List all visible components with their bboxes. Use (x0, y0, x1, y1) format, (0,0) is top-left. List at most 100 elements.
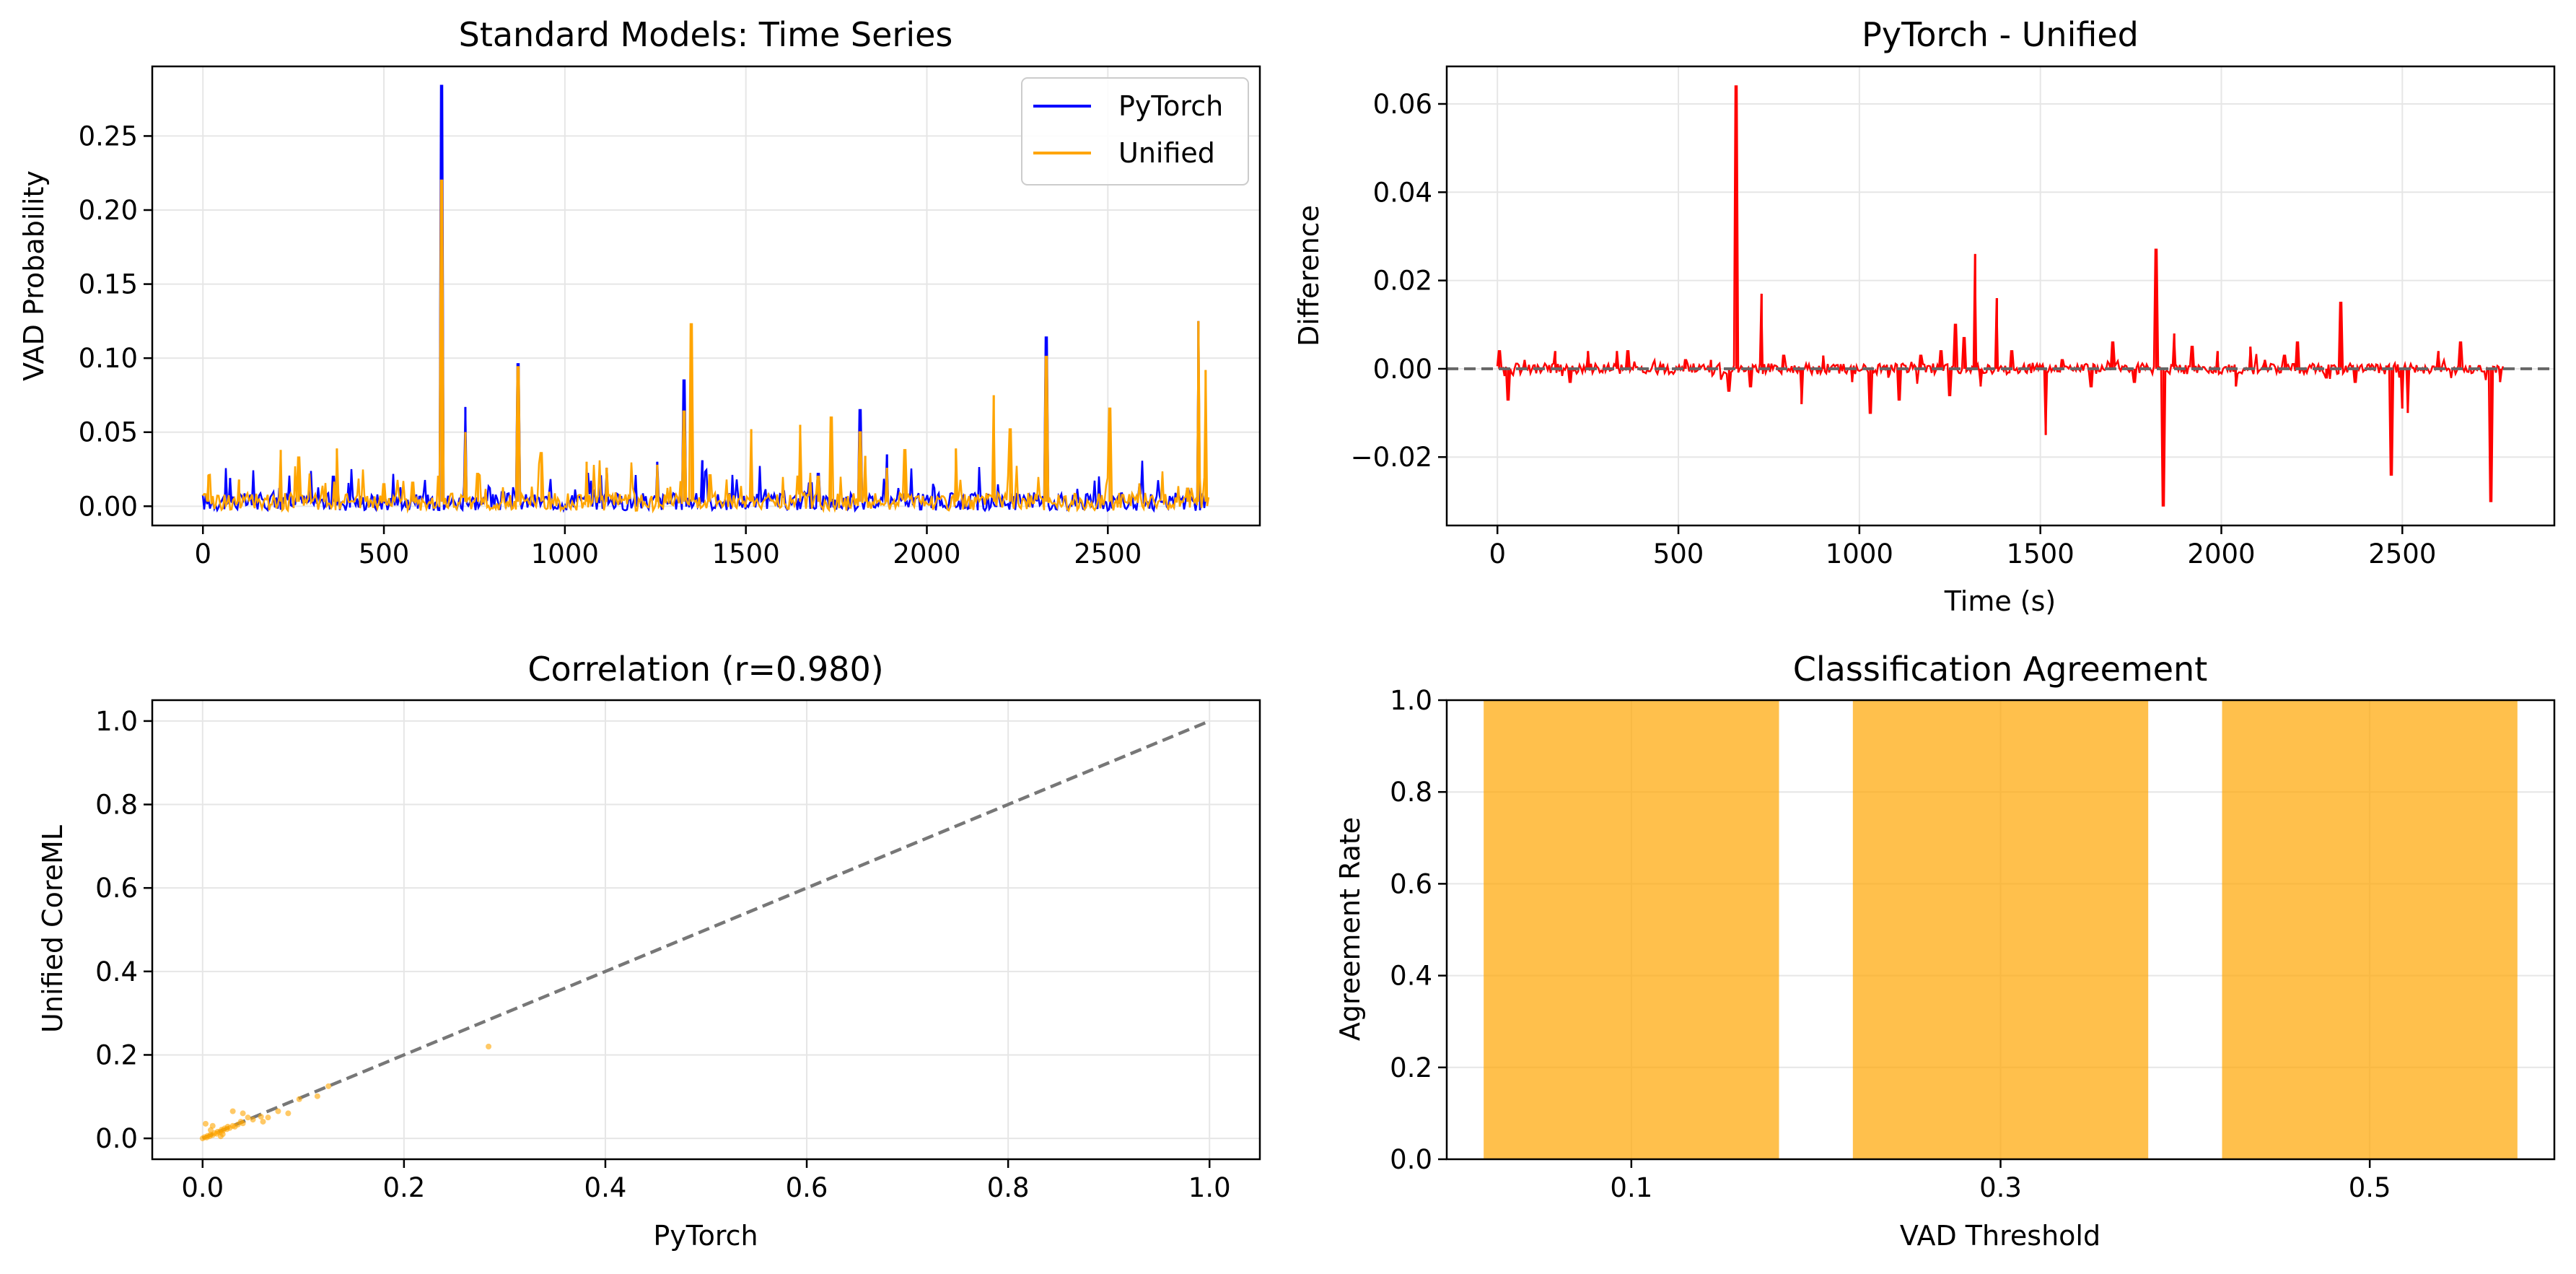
x-tick-label: 0.0 (181, 1172, 224, 1203)
y-tick-label: 0.2 (95, 1039, 138, 1070)
y-tick-label: 0.02 (1373, 266, 1432, 297)
x-tick-label: 500 (359, 538, 410, 570)
y-tick-label: 0.4 (95, 956, 138, 987)
x-tick-label: 1500 (712, 538, 780, 570)
time-series-title: Standard Models: Time Series (459, 15, 953, 54)
x-tick-label: 1500 (2007, 538, 2075, 570)
time-series-axes-frame (151, 65, 1261, 527)
agreement-bar (1852, 700, 2149, 1159)
y-tick-label: −0.02 (1351, 442, 1432, 473)
difference-title: PyTorch - Unified (1862, 15, 2139, 54)
x-tick-label: 500 (1653, 538, 1704, 570)
x-tick-label: 2000 (2187, 538, 2255, 570)
scatter-point (207, 1127, 214, 1133)
y-tick-label: 0.8 (1390, 777, 1432, 808)
scatter-point (250, 1117, 256, 1123)
y-tick-label: 0.25 (79, 121, 138, 152)
correlation-ticks: 0.0 0.2 0.4 0.6 0.8 1.0 0.0 0.2 0.4 0.6 0.8 1.0 (95, 706, 1230, 1203)
y-tick-label: 0.8 (95, 790, 138, 821)
scatter-point (265, 1114, 271, 1121)
correlation-grid (152, 700, 1260, 1159)
scatter-point (325, 1083, 332, 1089)
difference-axes-frame (1445, 65, 2556, 527)
scatter-point (240, 1110, 246, 1117)
difference-lines (1447, 85, 2554, 507)
scatter-point (285, 1110, 292, 1117)
agreement-ylabel: Agreement Rate (1334, 817, 1366, 1041)
correlation-points (199, 719, 1211, 1142)
scatter-point (275, 1108, 281, 1114)
agreement-title: Classification Agreement (1793, 650, 2207, 689)
x-tick-label: 0.8 (987, 1172, 1030, 1203)
time-series-lines (201, 84, 1210, 514)
x-tick-label: 0.5 (2349, 1172, 2391, 1203)
y-tick-label: 0.6 (95, 873, 138, 904)
x-tick-label: 1.0 (1188, 1172, 1231, 1203)
scatter-point (296, 1096, 302, 1102)
x-tick-label: 2500 (1074, 538, 1142, 570)
identity-reference-line (201, 719, 1211, 1140)
time-series-legend: PyTorch Unified (1021, 77, 1249, 186)
agreement-xlabel: VAD Threshold (1900, 1220, 2100, 1252)
y-tick-label: 0.20 (79, 195, 138, 226)
scatter-point (229, 1108, 236, 1114)
time-series-panel: Standard Models: Time Series VAD Probabi… (18, 15, 1261, 570)
scatter-point (240, 1120, 246, 1127)
scatter-point (202, 1120, 209, 1127)
correlation-axes-frame (151, 699, 1261, 1161)
scatter-point (314, 1093, 320, 1099)
difference-panel: PyTorch - Unified Difference Time (s) 0 5… (1293, 15, 2556, 617)
legend-pytorch-label: PyTorch (1118, 90, 1223, 122)
legend-unified-label: Unified (1118, 137, 1215, 169)
x-tick-label: 0.2 (382, 1172, 425, 1203)
y-tick-label: 0.6 (1390, 868, 1432, 899)
y-tick-label: 0.0 (95, 1123, 138, 1154)
y-tick-label: 0.00 (79, 491, 138, 522)
y-tick-label: 1.0 (1390, 685, 1432, 716)
agreement-bars (1484, 700, 2518, 1159)
time-series-ylabel: VAD Probability (18, 170, 50, 381)
y-tick-label: 0.0 (1390, 1144, 1432, 1175)
x-tick-label: 0.4 (584, 1172, 627, 1203)
x-tick-label: 2500 (2368, 538, 2436, 570)
y-tick-label: 0.4 (1390, 961, 1432, 992)
y-tick-label: 1.0 (95, 706, 138, 737)
scatter-point (260, 1118, 266, 1125)
agreement-panel: Classification Agreement Agreement Rate … (1334, 650, 2556, 1252)
x-tick-label: 0 (1489, 538, 1506, 570)
agreement-bar (2222, 700, 2518, 1159)
series-line (202, 179, 1210, 514)
series-line (1496, 85, 2505, 507)
scatter-point (258, 1114, 264, 1120)
x-tick-label: 0.1 (1610, 1172, 1652, 1203)
correlation-ylabel: Unified CoreML (37, 825, 69, 1033)
scatter-point (245, 1114, 251, 1121)
x-tick-label: 1000 (531, 538, 599, 570)
y-tick-label: 0.06 (1373, 89, 1432, 120)
scatter-point (486, 1043, 492, 1050)
agreement-bar (1484, 700, 1779, 1159)
time-series-ticks: 0 500 1000 1500 2000 2500 0.00 0.05 0.10 0.15 0.20… (79, 121, 1142, 570)
x-tick-label: 0.3 (1979, 1172, 2022, 1203)
difference-grid (1447, 66, 2554, 525)
y-tick-label: 0.05 (79, 417, 138, 448)
x-tick-label: 0 (194, 538, 211, 570)
difference-ticks: 0 500 1000 1500 2000 2500 −0.02 0.00 0.02 0.04 0.0… (1351, 89, 2437, 570)
correlation-title: Correlation (r=0.980) (527, 650, 883, 689)
difference-xlabel: Time (s) (1944, 585, 2056, 617)
agreement-ticks: 0.1 0.3 0.5 0.0 0.2 0.4 0.6 0.8 1.0 (1390, 685, 2391, 1203)
correlation-panel: Correlation (r=0.980) Unified CoreML PyT… (37, 650, 1261, 1252)
correlation-xlabel: PyTorch (653, 1220, 758, 1252)
y-tick-label: 0.2 (1390, 1052, 1432, 1083)
scatter-point (217, 1133, 224, 1140)
series-line (201, 84, 1210, 513)
x-tick-label: 2000 (893, 538, 960, 570)
y-tick-label: 0.04 (1373, 177, 1432, 208)
y-tick-label: 0.10 (79, 343, 138, 374)
x-tick-label: 0.6 (786, 1172, 828, 1203)
difference-ylabel: Difference (1293, 205, 1325, 346)
y-tick-label: 0.15 (79, 269, 138, 300)
y-tick-label: 0.00 (1373, 354, 1432, 385)
